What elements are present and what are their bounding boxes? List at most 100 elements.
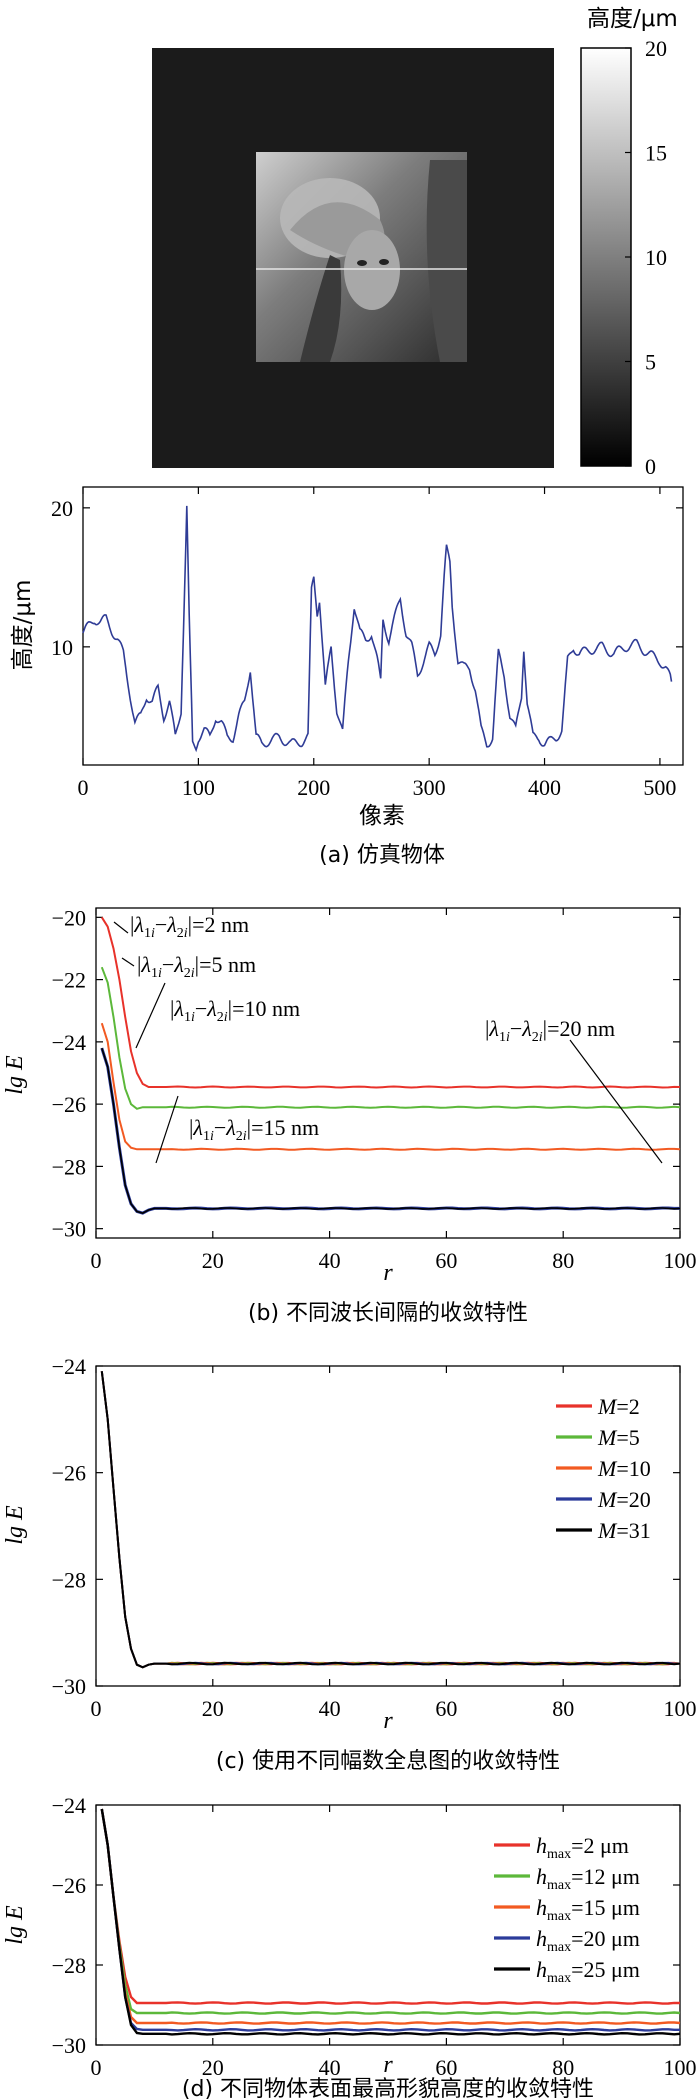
series-lines: [100, 1371, 681, 1669]
legend-label: hmax=12 μm: [536, 1864, 640, 1893]
legend-label: hmax=20 μm: [536, 1926, 640, 1955]
annotation-20nm: |λ1i−λ2i|=20 nm: [485, 1016, 615, 1045]
plot-frame: [82, 486, 684, 766]
series-line-3: [100, 1022, 681, 1151]
y-tick-label: −24: [52, 1354, 86, 1379]
annotation-2nm: |λ1i−λ2i|=2 nm: [130, 912, 249, 941]
plot-frame: [95, 1804, 681, 2046]
axis-ticks: 0 20 40 60 80 100 −20 −22 −24 −26 −28 −30: [52, 905, 697, 1273]
x-tick-label: 100: [664, 2055, 697, 2080]
x-axis-label: r: [383, 2052, 393, 2078]
y-axis-label: 高度/μm: [10, 580, 36, 671]
y-tick-label: −26: [52, 1461, 86, 1486]
x-axis-label: r: [383, 1708, 393, 1734]
panel-c: 0 20 40 60 80 100−24−26−28−30 M=2M=5M=10M=20M…: [2, 1354, 697, 1774]
panel-a-image: 高度/μm 20 15 10 5 0: [152, 6, 678, 479]
series-line-2: [100, 966, 681, 1110]
y-axis-label: lg E: [2, 1505, 28, 1545]
x-tick-label: 80: [552, 2055, 574, 2080]
y-tick-label: 20: [51, 496, 73, 521]
colorbar-tick-label: 15: [645, 141, 667, 166]
x-tick-label: 40: [319, 1248, 341, 1273]
y-tick-label: −28: [52, 1953, 86, 1978]
x-tick-label: 100: [182, 775, 215, 800]
x-tick-label: 80: [552, 1248, 574, 1273]
series-lines: [100, 1808, 681, 2036]
x-tick-label: 100: [664, 1248, 697, 1273]
x-tick-label: 0: [91, 2055, 102, 2080]
x-tick-label: 20: [202, 1696, 224, 1721]
x-tick-label: 400: [528, 775, 561, 800]
colorbar-tick-label: 20: [645, 36, 667, 61]
legend-label: M=5: [597, 1425, 640, 1450]
axis-ticks: 0 20 40 60 80 100 −24 −26 −28 −30: [52, 1354, 697, 1721]
plot-frame: [95, 1365, 681, 1687]
colorbar-tick-label: 0: [645, 454, 656, 479]
series-line-1: [100, 1808, 681, 2005]
series-line-5: [100, 1808, 681, 2036]
profile-line: [82, 505, 673, 753]
colorbar-ticks: 20 15 10 5 0: [625, 36, 667, 479]
x-tick-label: 200: [297, 775, 330, 800]
y-tick-label: −28: [52, 1567, 86, 1592]
series-line-1: [100, 1371, 681, 1669]
x-tick-label: 40: [319, 2055, 341, 2080]
x-tick-label: 60: [435, 1248, 457, 1273]
y-tick-label: 10: [51, 635, 73, 660]
legend-label: hmax=15 μm: [536, 1895, 640, 1924]
caption-c: (c) 使用不同幅数全息图的收敛特性: [216, 1749, 560, 1774]
axis-ticks: 0 100 200 300 400 500 20 10: [51, 487, 683, 800]
y-tick-label: −30: [52, 2033, 86, 2058]
x-tick-label: 500: [643, 775, 676, 800]
x-tick-label: 60: [435, 1696, 457, 1721]
series-line-3: [100, 1371, 681, 1669]
x-tick-label: 20: [202, 1248, 224, 1273]
legend-label: M=10: [597, 1456, 651, 1481]
x-axis-label: r: [383, 1260, 393, 1286]
x-tick-label: 0: [91, 1696, 102, 1721]
y-tick-label: −20: [52, 905, 86, 930]
lena-image: [256, 152, 467, 362]
y-tick-label: −28: [52, 1154, 86, 1179]
series-lines: [100, 916, 681, 1215]
annotations: |λ1i−λ2i|=2 nm |λ1i−λ2i|=5 nm |λ1i−λ2i|=…: [113, 912, 663, 1164]
annotation-10nm: |λ1i−λ2i|=10 nm: [170, 996, 300, 1025]
y-tick-label: −24: [52, 1793, 86, 1818]
x-tick-label: 300: [413, 775, 446, 800]
y-tick-label: −30: [52, 1674, 86, 1699]
series-line-1: [100, 916, 681, 1089]
legend-label: hmax=25 μm: [536, 1957, 640, 1986]
y-tick-label: −26: [52, 1873, 86, 1898]
series-line-4: [100, 1371, 680, 1669]
panel-a-profile: 0 100 200 300 400 500 20 10 高度/μm 像素 (a) 仿真物体: [10, 486, 684, 868]
y-tick-label: −22: [52, 968, 86, 993]
series-line-5: [101, 1047, 681, 1214]
series-line-5: [100, 1371, 681, 1669]
y-tick-label: −24: [52, 1030, 86, 1055]
x-tick-label: 60: [435, 2055, 457, 2080]
series-line-3: [100, 1808, 681, 2025]
series-line-2: [100, 1808, 681, 2015]
legend: M=2 M=5 M=10 M=20 M=31: [556, 1394, 651, 1543]
x-tick-label: 80: [552, 1696, 574, 1721]
panel-b: 0 20 40 60 80 100 −20 −22 −24 −26 −28 −30 |λ1i−λ2i|…: [2, 905, 697, 1326]
x-tick-label: 100: [664, 1696, 697, 1721]
colorbar-tick-label: 5: [645, 350, 656, 375]
caption-d: (d) 不同物体表面最高形貌高度的收敛特性: [182, 2077, 594, 2099]
colorbar-tick-label: 10: [645, 245, 667, 270]
legend-label: M=20: [597, 1487, 651, 1512]
x-tick-label: 20: [202, 2055, 224, 2080]
series-line-2: [100, 1371, 681, 1669]
y-tick-label: −26: [52, 1092, 86, 1117]
y-tick-label: −30: [52, 1217, 86, 1242]
x-axis-label: 像素: [359, 803, 405, 829]
axis-ticks: 0 20 40 60 80 100 −24 −26 −28 −30: [52, 1793, 697, 2080]
legend-label: M=31: [597, 1518, 651, 1543]
panel-d: 0 20 40 60 80 100 −24 −26 −28 −30 hmax=2 μmhmax=1…: [2, 1793, 697, 2099]
x-tick-label: 0: [78, 775, 89, 800]
plot-frame: [95, 907, 681, 1239]
x-tick-label: 40: [319, 1696, 341, 1721]
caption-b: (b) 不同波长间隔的收敛特性: [248, 1301, 528, 1326]
